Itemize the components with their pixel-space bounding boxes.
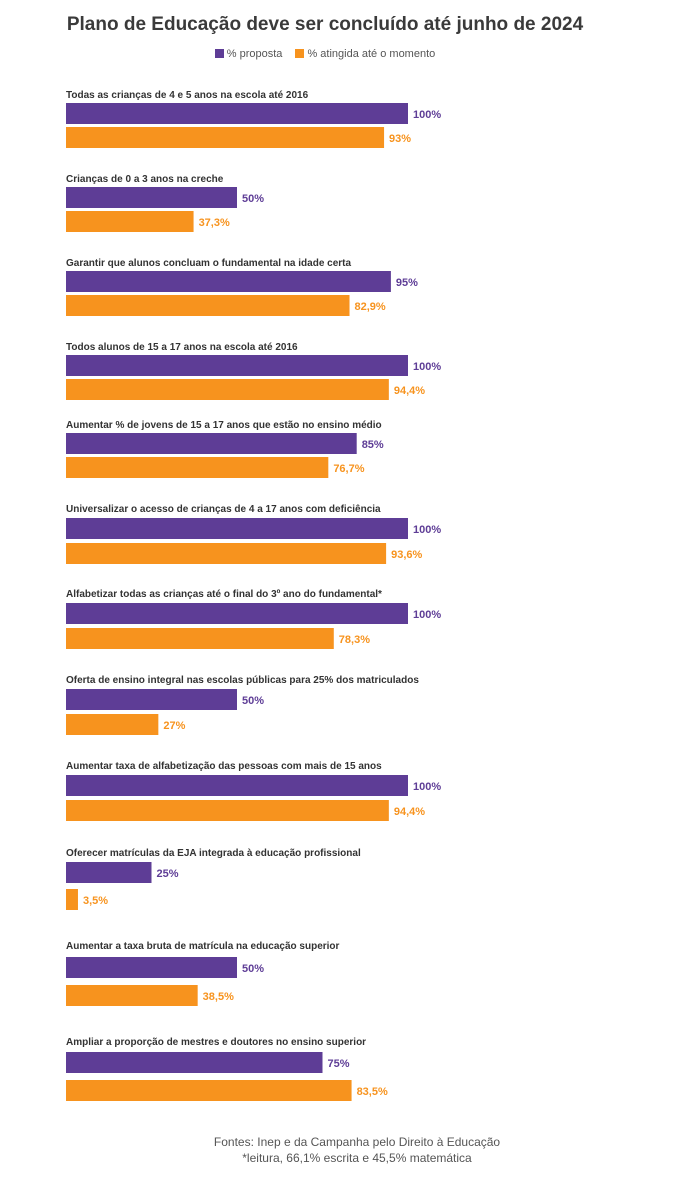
bar-atingida — [66, 714, 159, 735]
category-label: Oferta de ensino integral nas escolas pú… — [66, 675, 419, 686]
value-label-atingida: 78,3% — [339, 634, 370, 646]
bar-atingida — [66, 211, 194, 232]
value-label-atingida: 3,5% — [83, 895, 108, 907]
category-label: Todas as crianças de 4 e 5 anos na escol… — [66, 90, 309, 101]
value-label-proposta: 25% — [157, 868, 179, 880]
source-note: Fontes: Inep e da Campanha pelo Direito … — [213, 1135, 501, 1149]
value-label-atingida: 94,4% — [394, 385, 425, 397]
value-label-atingida: 38,5% — [203, 991, 234, 1003]
bar-atingida — [66, 295, 350, 316]
bar-atingida — [66, 800, 389, 821]
value-label-proposta: 100% — [413, 609, 441, 621]
value-label-atingida: 37,3% — [199, 217, 230, 229]
bar-proposta — [66, 957, 237, 978]
chart-title: Plano de Educação deve ser concluído até… — [66, 14, 584, 35]
value-label-proposta: 100% — [413, 524, 441, 536]
bar-proposta — [66, 603, 408, 624]
bar-atingida — [66, 1080, 352, 1101]
category-label: Universalizar o acesso de crianças de 4 … — [66, 504, 381, 515]
value-label-atingida: 76,7% — [333, 463, 364, 475]
bar-proposta — [66, 862, 152, 883]
category-label: Todos alunos de 15 a 17 anos na escola a… — [66, 342, 298, 353]
legend-swatch-proposta — [214, 49, 224, 59]
bar-proposta — [66, 1052, 323, 1073]
bar-atingida — [66, 985, 198, 1006]
value-label-proposta: 100% — [413, 109, 441, 121]
bar-atingida — [66, 127, 385, 148]
legend-item-atingida: % atingida até o momento — [295, 48, 435, 60]
footnote: *leitura, 66,1% escrita e 45,5% matemáti… — [242, 1151, 472, 1165]
category-label: Alfabetizar todas as crianças até o fina… — [66, 589, 382, 600]
value-label-proposta: 95% — [396, 277, 418, 289]
bar-proposta — [66, 355, 408, 376]
footer: Fontes: Inep e da Campanha pelo Direito … — [0, 1134, 675, 1166]
legend-item-proposta: % proposta — [214, 48, 283, 61]
category-label: Oferecer matrículas da EJA integrada à e… — [66, 848, 361, 859]
bar-atingida — [66, 889, 78, 910]
category-label: Garantir que alunos concluam o fundament… — [66, 258, 352, 269]
bar-proposta — [66, 187, 237, 208]
bar-proposta — [66, 271, 391, 292]
value-label-proposta: 100% — [413, 361, 441, 373]
value-label-proposta: 50% — [242, 695, 264, 707]
legend-label-atingida: % atingida até o momento — [307, 48, 436, 61]
category-label: Crianças de 0 a 3 anos na creche — [66, 174, 224, 185]
value-label-atingida: 93,6% — [391, 549, 422, 561]
legend-swatch-atingida — [295, 49, 305, 59]
bar-proposta — [66, 775, 408, 796]
value-label-atingida: 94,4% — [394, 806, 425, 818]
value-label-proposta: 100% — [413, 781, 441, 793]
legend-label-proposta: % proposta — [226, 48, 283, 61]
bar-proposta — [66, 433, 357, 454]
value-label-proposta: 50% — [242, 193, 264, 205]
value-label-proposta: 50% — [242, 963, 264, 975]
bar-atingida — [66, 543, 387, 564]
value-label-proposta: 85% — [362, 439, 384, 451]
value-label-atingida: 82,9% — [355, 301, 386, 313]
value-label-atingida: 83,5% — [357, 1086, 388, 1098]
value-label-atingida: 27% — [163, 720, 185, 732]
legend: % proposta % atingida até o momento — [0, 48, 650, 60]
value-label-proposta: 75% — [328, 1058, 350, 1070]
category-label: Aumentar a taxa bruta de matrícula na ed… — [66, 941, 340, 952]
bar-proposta — [66, 518, 408, 539]
value-label-atingida: 93% — [389, 133, 411, 145]
category-label: Aumentar % de jovens de 15 a 17 anos que… — [66, 420, 382, 431]
category-label: Ampliar a proporção de mestres e doutore… — [66, 1037, 366, 1048]
bar-proposta — [66, 103, 408, 124]
bar-atingida — [66, 379, 389, 400]
bar-atingida — [66, 457, 329, 478]
bar-proposta — [66, 689, 237, 710]
bar-atingida — [66, 628, 334, 649]
category-label: Aumentar taxa de alfabetização das pesso… — [66, 761, 382, 772]
